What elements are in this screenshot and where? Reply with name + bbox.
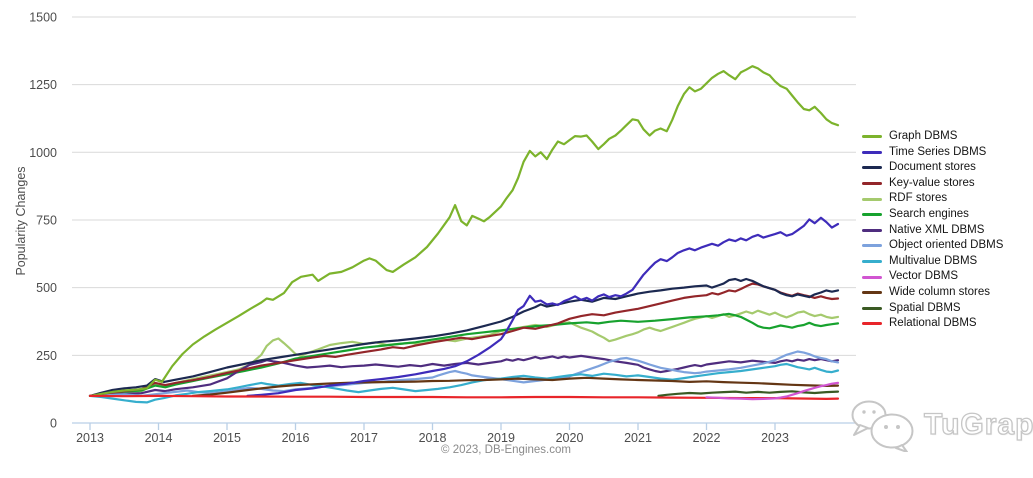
x-tick-label: 2020 <box>556 431 584 445</box>
x-tick-label: 2016 <box>282 431 310 445</box>
series-line-vector-dbms <box>705 381 840 401</box>
series-line-search-engines <box>88 312 840 397</box>
x-tick-label: 2017 <box>350 431 378 445</box>
legend-label: Graph DBMS <box>889 130 958 143</box>
x-tick-label: 2018 <box>419 431 447 445</box>
legend-swatch <box>862 182 882 186</box>
legend-item-vector-dbms[interactable]: Vector DBMS <box>862 269 1003 285</box>
legend-label: Relational DBMS <box>889 317 977 330</box>
legend-label: Object oriented DBMS <box>889 239 1004 252</box>
legend-swatch <box>862 244 882 248</box>
legend-item-object-oriented-dbms[interactable]: Object oriented DBMS <box>862 238 1003 254</box>
y-tick-label: 250 <box>36 349 57 363</box>
legend-swatch <box>862 166 882 170</box>
legend-item-document-stores[interactable]: Document stores <box>862 160 1003 176</box>
legend-label: Key-value stores <box>889 176 975 189</box>
legend-swatch <box>862 306 882 310</box>
legend-swatch <box>862 275 882 279</box>
legend-label: RDF stores <box>889 192 948 205</box>
legend-swatch <box>862 135 882 139</box>
x-tick-label: 2023 <box>761 431 789 445</box>
legend-item-relational-dbms[interactable]: Relational DBMS <box>862 316 1003 332</box>
series-line-native-xml-dbms <box>88 354 840 397</box>
y-tick-label: 0 <box>50 417 57 431</box>
legend-label: Search engines <box>889 208 969 221</box>
x-tick-label: 2015 <box>213 431 241 445</box>
x-tick-label: 2022 <box>693 431 721 445</box>
legend-item-spatial-dbms[interactable]: Spatial DBMS <box>862 301 1003 317</box>
y-tick-label: 750 <box>36 213 57 227</box>
legend-label: Multivalue DBMS <box>889 254 978 267</box>
legend-item-search-engines[interactable]: Search engines <box>862 207 1003 223</box>
legend-swatch <box>862 260 882 264</box>
legend-label: Wide column stores <box>889 285 990 298</box>
legend-label: Vector DBMS <box>889 270 959 283</box>
x-tick-label: 2021 <box>624 431 652 445</box>
legend-label: Native XML DBMS <box>889 223 985 236</box>
legend-item-native-xml-dbms[interactable]: Native XML DBMS <box>862 223 1003 239</box>
legend-swatch <box>862 197 882 201</box>
legend-item-key-value-stores[interactable]: Key-value stores <box>862 176 1003 192</box>
y-tick-label: 1500 <box>29 10 57 24</box>
legend-label: Document stores <box>889 161 976 174</box>
series-line-graph-dbms <box>88 65 840 397</box>
tugraph-logo-icon <box>851 400 914 452</box>
x-tick-label: 2014 <box>145 431 173 445</box>
series-line-spatial-dbms <box>657 390 840 397</box>
series-line-document-stores <box>88 277 840 397</box>
watermark-label: TuGraph <box>923 407 1033 441</box>
x-tick-label: 2019 <box>487 431 515 445</box>
y-tick-label: 1000 <box>29 146 57 160</box>
series-line-wide-column-stores <box>191 376 840 397</box>
legend-swatch <box>862 322 882 326</box>
legend-swatch <box>862 150 882 154</box>
legend-item-wide-column-stores[interactable]: Wide column stores <box>862 285 1003 301</box>
legend-label: Spatial DBMS <box>889 301 961 314</box>
chart-legend: Graph DBMS Time Series DBMS Document store… <box>862 129 1003 332</box>
x-tick-label: 2013 <box>76 431 104 445</box>
y-tick-label: 1250 <box>29 78 57 92</box>
series-line-object-oriented-dbms <box>88 350 840 397</box>
legend-item-multivalue-dbms[interactable]: Multivalue DBMS <box>862 254 1003 270</box>
legend-item-graph-dbms[interactable]: Graph DBMS <box>862 129 1003 145</box>
legend-label: Time Series DBMS <box>889 145 987 158</box>
legend-swatch <box>862 213 882 217</box>
legend-swatch <box>862 291 882 295</box>
series-line-time-series-dbms <box>246 216 840 397</box>
series-line-rdf-stores <box>88 309 840 397</box>
legend-item-time-series-dbms[interactable]: Time Series DBMS <box>862 145 1003 161</box>
y-tick-label: 500 <box>36 281 57 295</box>
tugraph-watermark: TuGraph <box>846 398 1033 452</box>
y-axis-title: Popularity Changes <box>14 166 28 276</box>
legend-item-rdf-stores[interactable]: RDF stores <box>862 191 1003 207</box>
copyright-text: © 2023, DB-Engines.com <box>441 444 571 456</box>
legend-swatch <box>862 228 882 232</box>
